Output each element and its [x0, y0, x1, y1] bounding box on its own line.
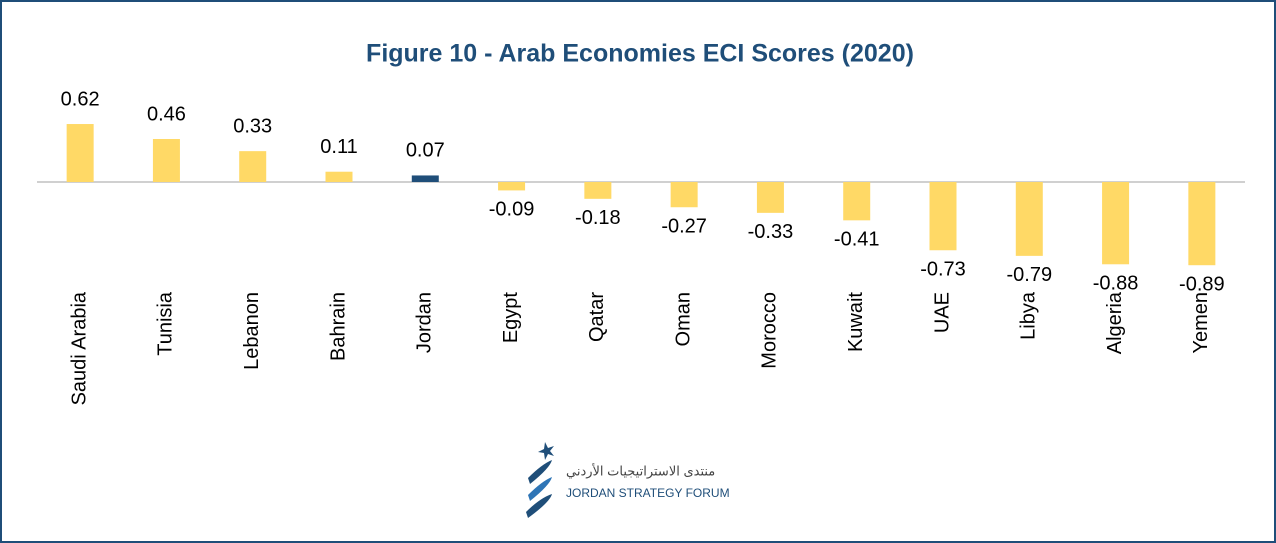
- value-label: -0.27: [661, 216, 707, 238]
- logo-stripe: [526, 494, 552, 518]
- bar: [1188, 182, 1216, 266]
- chart-title: Figure 10 - Arab Economies ECI Scores (2…: [366, 40, 914, 68]
- value-label: 0.62: [61, 88, 100, 110]
- logo-english: JORDAN STRATEGY FORUM: [566, 486, 730, 500]
- bar: [1015, 182, 1043, 256]
- bar: [584, 182, 612, 199]
- logo-star: [538, 442, 554, 460]
- bar: [66, 124, 94, 182]
- x-tick-label: Algeria: [1104, 291, 1126, 354]
- bar: [670, 182, 698, 208]
- x-tick-label: Libya: [1018, 291, 1040, 340]
- value-label: -0.33: [748, 221, 794, 243]
- x-tick-label: Jordan: [414, 292, 436, 353]
- logo-stripe: [528, 460, 552, 484]
- value-label: -0.88: [1093, 273, 1139, 295]
- x-tick-label: Saudi Arabia: [68, 291, 90, 405]
- logo-stripe: [528, 477, 552, 501]
- bar: [1102, 182, 1130, 265]
- bar: [325, 171, 353, 182]
- x-tick-label: Tunisia: [155, 291, 177, 356]
- value-label: -0.89: [1179, 273, 1225, 295]
- x-tick-label: Lebanon: [241, 292, 263, 370]
- value-label: 0.33: [233, 115, 272, 137]
- value-label: 0.46: [147, 103, 186, 125]
- bar: [929, 182, 957, 251]
- value-label: -0.18: [575, 207, 621, 229]
- logo-arabic: منتدى الاستراتيجيات الأردني: [566, 462, 715, 479]
- value-label: -0.41: [834, 229, 880, 251]
- x-tick-label: Yemen: [1190, 292, 1212, 354]
- value-label: 0.11: [320, 136, 357, 158]
- bar: [843, 182, 871, 221]
- bar: [411, 175, 439, 182]
- value-label: -0.09: [489, 199, 535, 221]
- bar: [239, 151, 267, 182]
- x-tick-label: Bahrain: [327, 292, 349, 361]
- bar: [756, 182, 784, 213]
- x-tick-label: Egypt: [500, 292, 522, 344]
- x-tick-label: Oman: [672, 292, 694, 346]
- x-tick-label: Qatar: [586, 292, 608, 342]
- value-label: 0.07: [406, 140, 445, 162]
- x-tick-label: Morocco: [759, 292, 781, 369]
- bar: [498, 182, 526, 191]
- bar: [152, 138, 180, 182]
- x-tick-label: UAE: [931, 292, 953, 333]
- value-label: -0.73: [920, 259, 966, 281]
- value-label: -0.79: [1006, 264, 1052, 286]
- logo: منتدى الاستراتيجيات الأردني JORDAN STRAT…: [526, 442, 730, 518]
- x-tick-label: Kuwait: [845, 292, 867, 352]
